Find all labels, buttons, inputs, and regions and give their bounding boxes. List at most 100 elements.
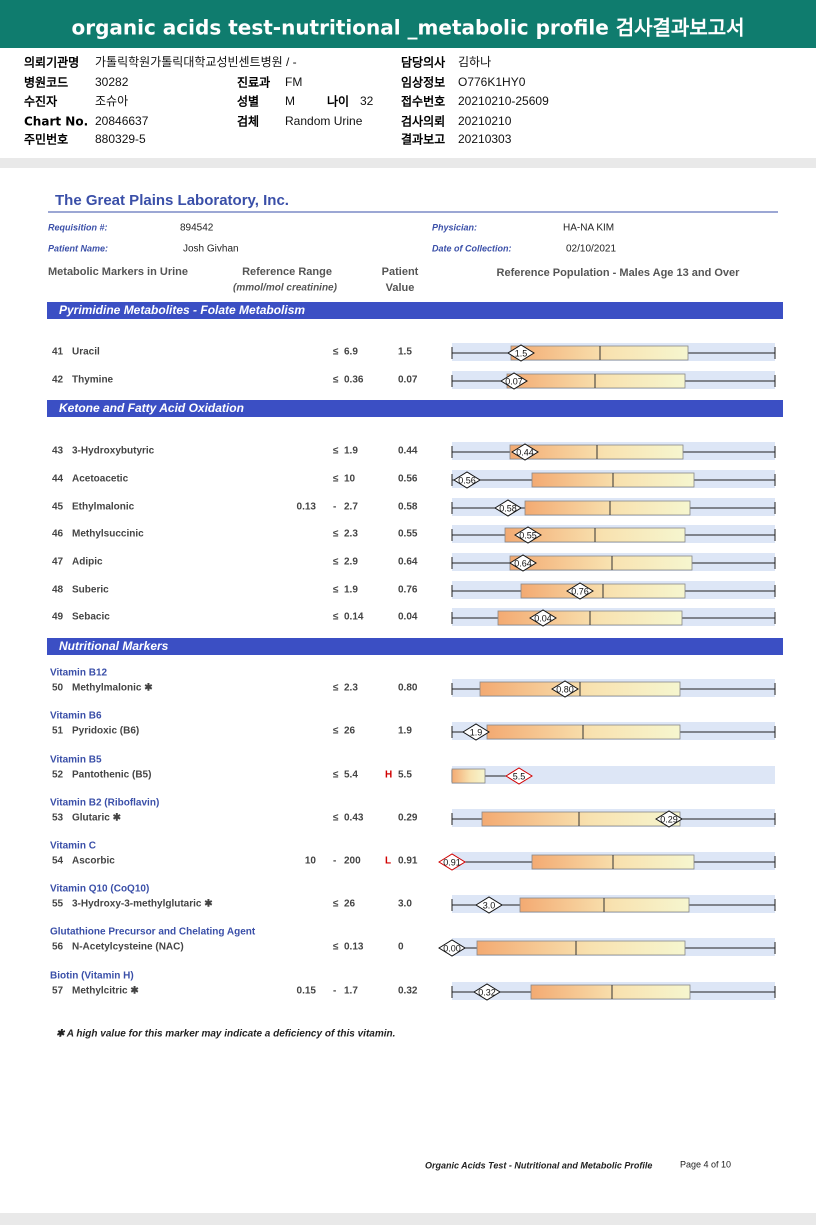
row-number: 51 (52, 726, 64, 737)
patient-diamond (566, 582, 594, 600)
patient-diamond (505, 767, 533, 785)
patient-diamond (500, 372, 528, 390)
info-value: 20210210-25609 (458, 94, 549, 108)
range-high: 200 (344, 856, 361, 867)
column-header: (mmol/mol creatinine) (233, 283, 338, 294)
info-label: 검체 (237, 114, 259, 129)
section-bar (47, 400, 783, 417)
patient-value: 0 (398, 942, 404, 953)
patient-diamond (511, 443, 539, 461)
range-box (524, 500, 691, 516)
range-low: 10 (305, 856, 317, 867)
range-op: ≤ (333, 446, 339, 457)
diamond-label: 0.64 (514, 558, 532, 568)
patient-diamond (655, 810, 683, 828)
info-label: 병원코드 (24, 75, 68, 90)
diamond-label: 5.5 (513, 771, 526, 781)
range-high: 5.4 (344, 770, 358, 781)
patient-value: 0.29 (398, 813, 418, 824)
patient-value: 0.80 (398, 683, 418, 694)
marker-name: Ethylmalonic (72, 502, 135, 513)
row-number: 43 (52, 446, 64, 457)
info-label: Chart No. (24, 115, 88, 129)
range-op: ≤ (333, 899, 339, 910)
patient-value: 0.04 (398, 612, 418, 623)
patient-value: 0.56 (398, 474, 418, 485)
patient-value: 3.0 (398, 899, 412, 910)
row-number: 55 (52, 899, 64, 910)
diamond-label: 0.04 (534, 613, 552, 623)
group-label: Vitamin B12 (50, 668, 107, 679)
patient-value: 1.9 (398, 726, 412, 737)
marker-name: Pantothenic (B5) (72, 770, 151, 781)
diamond-label: 0.44 (516, 447, 534, 457)
row-number: 48 (52, 585, 64, 596)
group-label: Vitamin Q10 (CoQ10) (50, 884, 149, 895)
separator (0, 158, 816, 168)
patient-diamond (453, 471, 481, 489)
column-header: Metabolic Markers in Urine (48, 266, 188, 278)
marker-name: 3-Hydroxybutyric (72, 446, 155, 457)
diamond-label: 0.55 (519, 530, 537, 540)
group-label: Glutathione Precursor and Chelating Agen… (50, 927, 256, 938)
diamond-label: 0.91 (443, 857, 461, 867)
row-number: 50 (52, 683, 64, 694)
flag: L (385, 856, 391, 867)
range-high: 1.9 (344, 585, 358, 596)
diamond-label: 0.80 (556, 684, 574, 694)
patient-diamond (438, 939, 466, 957)
flag: H (385, 770, 392, 781)
field-label: Physician: (432, 222, 477, 232)
field-label: Requisition #: (48, 222, 108, 232)
diamond-label: 0.32 (478, 987, 496, 997)
diamond-label: 0.07 (505, 376, 523, 386)
range-op: ≤ (333, 770, 339, 781)
info-value: 20210210 (458, 114, 512, 128)
field-label: Date of Collection: (432, 243, 512, 253)
column-header: Patient (382, 266, 419, 278)
range-box (481, 811, 681, 827)
diamond-label: 0.58 (499, 503, 517, 513)
row-number: 41 (52, 347, 64, 358)
row-number: 47 (52, 557, 64, 568)
group-label: Vitamin C (50, 841, 96, 852)
row-number: 52 (52, 770, 64, 781)
range-high: 0.43 (344, 813, 364, 824)
marker-name: Sebacic (72, 612, 110, 623)
lab-name: The Great Plains Laboratory, Inc. (55, 192, 289, 209)
info-value: 가톨릭학원가톨릭대학교성빈센트병원 / - (95, 55, 297, 69)
separator (0, 1213, 816, 1225)
field-value: HA-NA KIM (563, 223, 614, 234)
range-high: 1.9 (344, 446, 358, 457)
diamond-label: 0.00 (443, 943, 461, 953)
row-number: 42 (52, 375, 64, 386)
marker-name: Methylsuccinic (72, 529, 144, 540)
patient-value: 5.5 (398, 770, 412, 781)
row-number: 46 (52, 529, 64, 540)
header-title: organic acids test-nutritional _metaboli… (71, 16, 744, 40)
row-number: 57 (52, 986, 64, 997)
section-bar (47, 302, 783, 319)
info-label: 성별 (237, 94, 259, 109)
range-box (451, 768, 486, 784)
field-value: Josh Givhan (183, 244, 239, 255)
patient-diamond (551, 680, 579, 698)
group-label: Vitamin B6 (50, 711, 102, 722)
range-op: ≤ (333, 612, 339, 623)
info-label: 결과보고 (401, 132, 445, 147)
info-value: M (285, 94, 295, 108)
patient-diamond (509, 554, 537, 572)
info-label: 나이 (327, 94, 349, 109)
marker-name: N-Acetylcysteine (NAC) (72, 942, 184, 953)
patient-value: 0.44 (398, 446, 418, 457)
range-high: 1.7 (344, 986, 358, 997)
marker-name: Thymine (72, 375, 114, 386)
header-bar (0, 0, 816, 48)
group-label: Vitamin B2 (Riboflavin) (50, 798, 159, 809)
row-number: 54 (52, 856, 64, 867)
range-box (509, 555, 693, 571)
row-number: 56 (52, 942, 64, 953)
range-high: 2.3 (344, 683, 358, 694)
footer-page: Page 4 of 10 (680, 1159, 731, 1169)
